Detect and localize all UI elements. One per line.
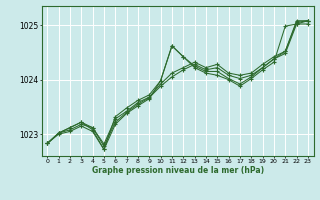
X-axis label: Graphe pression niveau de la mer (hPa): Graphe pression niveau de la mer (hPa)	[92, 166, 264, 175]
